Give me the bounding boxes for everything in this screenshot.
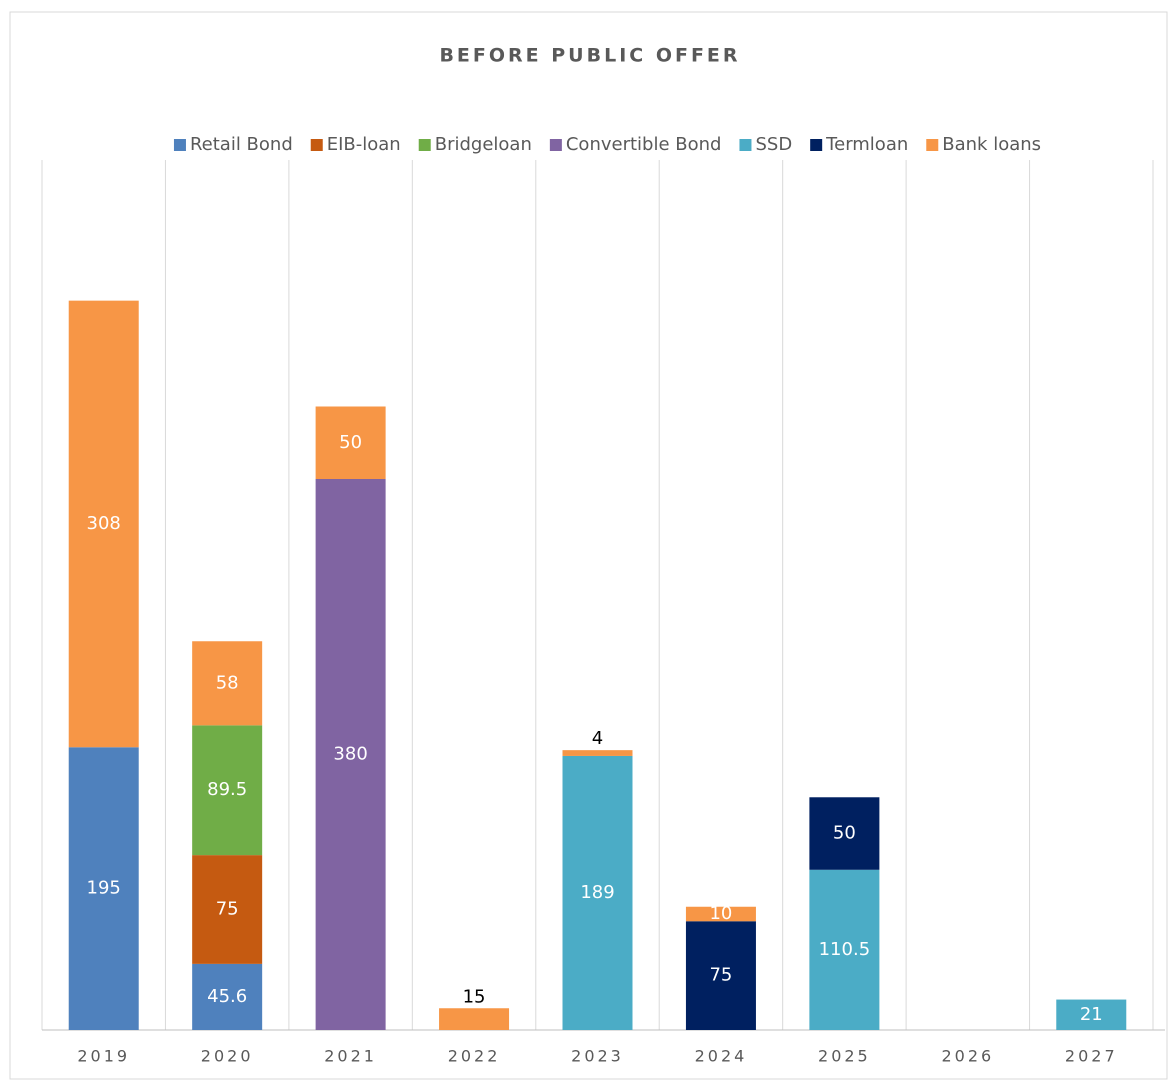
x-tick-label: 2023 bbox=[571, 1047, 624, 1066]
x-tick-label: 2024 bbox=[695, 1047, 748, 1066]
x-tick-label: 2022 bbox=[448, 1047, 501, 1066]
data-label: 189 bbox=[580, 882, 614, 903]
x-tick-label: 2019 bbox=[77, 1047, 130, 1066]
bar-segment bbox=[809, 869, 880, 1030]
x-tick-label: 2027 bbox=[1065, 1047, 1118, 1066]
x-tick-label: 2025 bbox=[818, 1047, 871, 1066]
legend-swatch bbox=[418, 139, 431, 151]
data-label: 58 bbox=[216, 672, 239, 693]
data-label: 110.5 bbox=[819, 939, 871, 960]
bar-segment bbox=[315, 406, 386, 479]
legend-label: Retail Bond bbox=[190, 134, 293, 155]
legend-label: SSD bbox=[755, 134, 792, 155]
bar-segment bbox=[315, 479, 386, 1030]
legend-swatch bbox=[810, 139, 823, 151]
data-label: 195 bbox=[87, 878, 121, 899]
data-label: 50 bbox=[339, 432, 362, 453]
legend-label: EIB-loan bbox=[327, 134, 401, 155]
bar-segment bbox=[68, 300, 139, 748]
data-label: 50 bbox=[833, 823, 856, 844]
x-tick-label: 2021 bbox=[324, 1047, 377, 1066]
data-label: 75 bbox=[709, 965, 732, 986]
data-label: 21 bbox=[1080, 1004, 1103, 1025]
bar-segment bbox=[562, 755, 633, 1030]
legend: Retail Bond EIB-loan Bridgeloan Convertible… bbox=[173, 134, 1041, 155]
bar-segment bbox=[439, 1008, 510, 1030]
chart-title: BEFORE PUBLIC OFFER bbox=[439, 45, 740, 67]
legend-swatch bbox=[173, 139, 186, 151]
data-label: 10 bbox=[709, 903, 732, 924]
data-label: 75 bbox=[216, 899, 239, 920]
x-tick-label: 2020 bbox=[201, 1047, 254, 1066]
legend-swatch bbox=[549, 139, 562, 151]
bar-segment bbox=[809, 797, 880, 870]
data-label: 89.5 bbox=[207, 779, 247, 800]
bar-segment bbox=[192, 725, 263, 856]
bar-segment bbox=[685, 921, 756, 1030]
bar-segment bbox=[68, 747, 139, 1030]
data-label: 308 bbox=[87, 513, 121, 534]
data-label: 45.6 bbox=[207, 986, 247, 1007]
data-label: 15 bbox=[463, 986, 486, 1007]
legend-label: Bridgeloan bbox=[435, 134, 532, 155]
legend-label: Convertible Bond bbox=[566, 134, 722, 155]
bar-segment bbox=[685, 906, 756, 922]
bar-segment bbox=[192, 855, 263, 964]
legend-swatch bbox=[310, 139, 323, 151]
data-label: 380 bbox=[333, 744, 367, 765]
legend-label: Termloan bbox=[825, 134, 908, 155]
legend-swatch bbox=[739, 139, 752, 151]
x-tick-label: 2026 bbox=[941, 1047, 994, 1066]
bar-segment bbox=[192, 963, 263, 1030]
legend-swatch bbox=[926, 139, 939, 151]
bar-segment bbox=[562, 750, 633, 756]
bar-segment bbox=[1056, 999, 1127, 1030]
legend-label: Bank loans bbox=[942, 134, 1041, 155]
data-label: 4 bbox=[592, 728, 603, 749]
bar-segment bbox=[192, 641, 263, 726]
